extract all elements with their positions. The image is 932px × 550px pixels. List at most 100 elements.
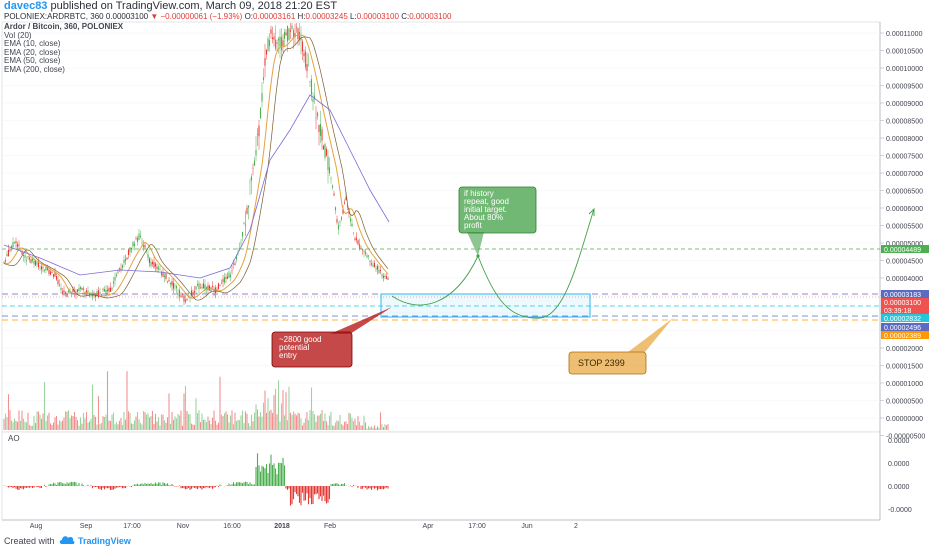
- legend-ema50[interactable]: EMA (50, close): [4, 56, 61, 66]
- volume-bar: [55, 415, 58, 430]
- ao-axis[interactable]: 0.0000 0.0000 0.0000 -0.0000: [888, 438, 912, 514]
- legend-ema20[interactable]: EMA (20, close): [4, 47, 61, 57]
- ao-bar: [118, 486, 121, 488]
- ao-bar: [141, 483, 143, 486]
- volume-bar: [127, 411, 130, 430]
- volume-bar: [382, 427, 385, 430]
- price-tick-label: 0.00010500: [886, 49, 923, 56]
- price-axis[interactable]: 0.00011000 0.00010500 0.00010000 0.00009500…: [880, 31, 925, 441]
- candle-body: [82, 288, 85, 290]
- candle-body: [327, 156, 329, 171]
- target-callout[interactable]: [458, 186, 537, 234]
- candle-body: [171, 281, 173, 286]
- volume-bar: [319, 413, 322, 430]
- volume-bar: [190, 423, 193, 430]
- volume-bar: [276, 414, 278, 430]
- candle-body: [184, 299, 187, 303]
- volume-bar: [316, 415, 319, 430]
- candle-body: [297, 28, 299, 40]
- price-pane[interactable]: [1, 21, 881, 433]
- volume-bar: [72, 416, 74, 430]
- created-with-label: Created with: [4, 536, 55, 546]
- time-axis[interactable]: Aug Sep 17:00 Nov 16:00 2018 Feb Apr 17:00 Jun 2: [30, 523, 578, 530]
- ao-bar: [382, 486, 385, 490]
- candle-body: [354, 238, 356, 240]
- ao-bar: [291, 486, 293, 505]
- volume-bar: [195, 398, 197, 430]
- volume-bar: [331, 425, 334, 430]
- entry-callout-pointer: [330, 307, 392, 334]
- volume-bar: [274, 388, 277, 430]
- entry-callout[interactable]: [271, 331, 353, 368]
- volume-bar: [58, 420, 61, 430]
- volume-bar: [273, 395, 275, 430]
- ao-bar: [45, 486, 47, 487]
- candle-body: [186, 298, 188, 301]
- candle-body: [153, 262, 155, 268]
- volume-bar: [277, 380, 280, 430]
- volume-bar: [136, 412, 139, 430]
- ao-bar: [210, 486, 212, 488]
- candle-body: [54, 272, 56, 277]
- volume-bar: [192, 424, 194, 430]
- projection-path[interactable]: [391, 208, 595, 319]
- candle-body: [150, 262, 152, 266]
- ao-bar: [7, 486, 10, 488]
- ao-bar: [82, 485, 85, 486]
- ao-bar: [73, 482, 76, 486]
- ao-pane[interactable]: [1, 431, 881, 521]
- volume-bar: [75, 416, 77, 430]
- candle-body: [255, 149, 257, 156]
- volume-bar: [309, 410, 311, 430]
- tradingview-brand[interactable]: TradingView: [78, 536, 131, 546]
- legend-ema200[interactable]: EMA (200, close): [4, 64, 65, 74]
- volume-bar: [106, 371, 109, 430]
- candle-body: [201, 287, 203, 289]
- volume-bar: [282, 389, 284, 430]
- ao-bar: [97, 486, 100, 489]
- ao-bar: [298, 486, 301, 503]
- ao-bar: [292, 486, 295, 500]
- volume-bar: [318, 415, 320, 430]
- ao-bar: [205, 486, 208, 487]
- stop-callout[interactable]: [568, 351, 647, 375]
- ao-bar: [144, 482, 146, 486]
- price-tick-label: 0.00008500: [886, 119, 923, 126]
- candle-body: [262, 77, 265, 81]
- candle-body: [270, 29, 272, 34]
- price-tick-label: 0.00000500: [886, 399, 923, 406]
- accumulation-zone-rect[interactable]: [380, 293, 591, 318]
- volume-bar: [196, 413, 199, 430]
- ema50-line: [3, 94, 390, 279]
- volume-bar: [202, 419, 205, 430]
- ao-bar: [165, 484, 167, 486]
- candle-body: [379, 269, 382, 272]
- tradingview-cloud-icon[interactable]: [58, 534, 76, 546]
- volume-bar: [57, 424, 59, 430]
- chart-canvas[interactable]: 0.00011000 0.00010500 0.00010000 0.00009500…: [0, 20, 932, 532]
- volume-bar: [327, 425, 329, 430]
- volume-bar: [70, 415, 73, 430]
- volume-bar: [300, 418, 302, 430]
- volume-bar: [18, 410, 20, 430]
- price-chart-svg[interactable]: 0.00011000 0.00010500 0.00010000 0.00009500…: [0, 20, 932, 532]
- high-label: H:: [297, 12, 306, 21]
- legend-ema10[interactable]: EMA (10, close): [4, 39, 61, 49]
- volume-bar: [157, 417, 160, 430]
- volume-bar: [165, 422, 167, 430]
- ao-bar: [193, 486, 196, 488]
- author-link[interactable]: davec83: [4, 0, 48, 12]
- volume-bar: [46, 415, 49, 430]
- volume-bar: [21, 410, 23, 430]
- low-label: L:: [350, 12, 357, 21]
- candle-body: [31, 258, 34, 261]
- candle-body: [93, 292, 95, 294]
- volume-bar: [301, 425, 304, 430]
- legend-vol[interactable]: Vol (20): [4, 30, 32, 40]
- ao-bar: [304, 486, 307, 501]
- candle-body: [301, 41, 304, 52]
- volume-bar: [175, 418, 178, 430]
- time-tick-label: Nov: [177, 523, 190, 530]
- candle-body: [78, 287, 80, 292]
- low-value: 0.00003100: [356, 12, 399, 21]
